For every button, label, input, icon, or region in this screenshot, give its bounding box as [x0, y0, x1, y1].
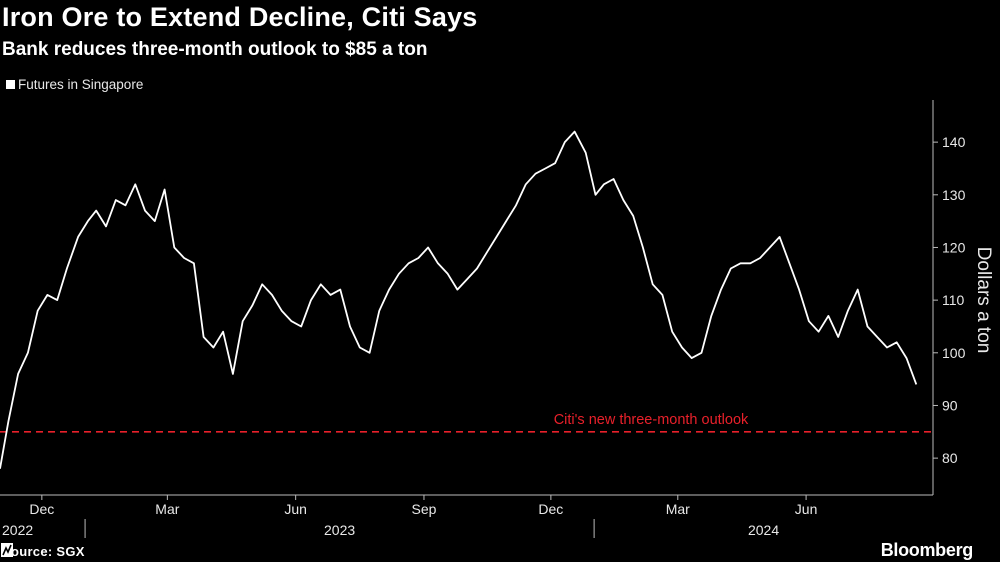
chart-title: Iron Ore to Extend Decline, Citi Says	[2, 2, 478, 32]
x-tick-label: Jun	[795, 501, 818, 517]
x-tick-label: Mar	[155, 501, 179, 517]
y-tick-label: 80	[942, 450, 958, 466]
brand-name: Bloomberg	[880, 540, 974, 560]
year-label: 2024	[748, 522, 779, 538]
y-tick-label: 130	[942, 187, 966, 203]
y-tick-label: 110	[942, 292, 965, 308]
x-tick-label: Sep	[412, 501, 437, 517]
chart-subtitle: Bank reduces three-month outlook to $85 …	[2, 39, 428, 60]
year-label: 2022	[2, 522, 33, 538]
x-tick-label: Jun	[284, 501, 307, 517]
x-tick-label: Dec	[538, 501, 563, 517]
legend-label: Futures in Singapore	[18, 77, 144, 92]
y-tick-label: 100	[942, 345, 966, 361]
y-tick-label: 120	[942, 239, 966, 255]
x-tick-label: Mar	[666, 501, 690, 517]
source-note: Source: SGX	[2, 544, 85, 559]
reference-line-label: Citi's new three-month outlook	[554, 412, 749, 428]
y-tick-label: 140	[942, 134, 966, 150]
year-label: 2023	[324, 522, 355, 538]
legend-swatch	[6, 80, 15, 89]
chart-legend: Futures in Singapore	[6, 77, 143, 92]
x-tick-label: Dec	[29, 501, 54, 517]
series-line	[0, 130, 918, 469]
y-axis-title: Dollars a ton	[973, 247, 994, 354]
y-tick-label: 90	[942, 397, 958, 413]
bloomberg-logo-icon	[1, 543, 13, 557]
